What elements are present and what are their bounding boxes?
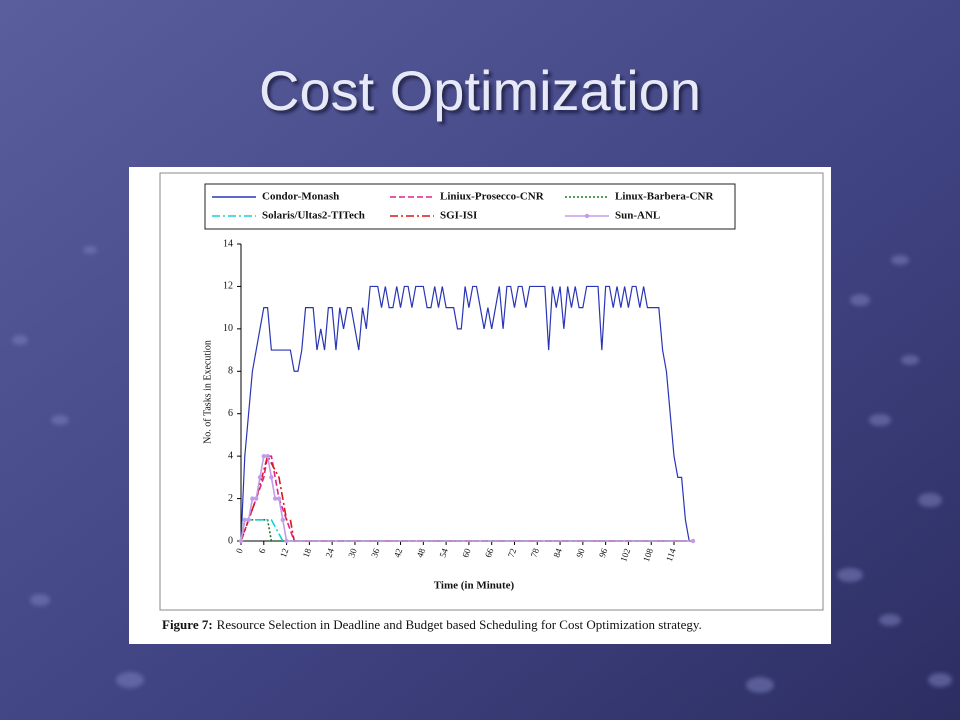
slide-title: Cost Optimization	[259, 59, 701, 122]
x-tick-label: 42	[392, 547, 404, 559]
decor-dots	[12, 246, 952, 693]
series-marker	[276, 496, 282, 501]
x-tick-label: 90	[574, 546, 587, 558]
legend-label: Solaris/Ultas2-TITech	[262, 210, 365, 222]
y-tick-label: 10	[223, 323, 233, 334]
x-axis-label: Time (in Minute)	[434, 580, 515, 592]
series-marker	[261, 453, 266, 459]
legend-label: Linux-Barbera-CNR	[615, 191, 714, 203]
legend-label: SGI-ISI	[440, 210, 477, 222]
series-line	[240, 453, 693, 542]
legend-marker	[584, 213, 590, 219]
y-tick-label: 14	[223, 238, 233, 249]
x-tick-label: 6	[257, 546, 268, 554]
series-marker	[284, 538, 289, 544]
x-tick-label: 96	[597, 546, 610, 558]
series-marker	[272, 496, 278, 501]
x-tick-label: 108	[641, 546, 655, 563]
series-marker	[265, 453, 270, 459]
series-marker	[242, 517, 247, 522]
series-marker	[253, 496, 259, 501]
x-tick-label: 18	[301, 546, 314, 558]
caption-text: Resource Selection in Deadline and Budge…	[217, 617, 702, 632]
series-marker	[238, 538, 244, 544]
y-tick-label: 8	[228, 366, 233, 377]
x-tick-label: 102	[618, 547, 632, 563]
figure-frame	[159, 172, 824, 611]
x-tick-label: 54	[437, 546, 450, 558]
x-tick-label: 72	[506, 547, 518, 559]
y-tick-label: 12	[223, 281, 233, 292]
x-tick-label: 36	[369, 546, 382, 558]
x-tick-label: 78	[529, 546, 542, 558]
x-tick-label: 30	[346, 546, 359, 558]
y-tick-label: 0	[228, 535, 233, 546]
x-tick-label: 12	[278, 547, 290, 559]
y-tick-label: 6	[228, 408, 233, 419]
legend-box	[204, 183, 736, 230]
series-marker	[246, 517, 251, 522]
series-marker	[280, 517, 285, 522]
series-marker	[250, 496, 255, 501]
x-tick-label: 48	[415, 546, 428, 558]
legend-label: Condor-Monash	[262, 191, 339, 203]
series-marker	[257, 475, 263, 480]
series-marker	[690, 538, 696, 544]
series-line	[240, 285, 690, 542]
legend-label: Liniux-Prosecco-CNR	[440, 191, 545, 203]
caption: Figure 7: Resource Selection in Deadline …	[162, 617, 702, 632]
figure-panel	[129, 167, 831, 644]
legend-label: Sun-ANL	[615, 210, 660, 222]
x-tick-label: 114	[664, 547, 678, 563]
x-tick-label: 66	[483, 546, 496, 558]
caption-label: Figure 7:	[162, 617, 213, 632]
series-marker	[269, 475, 274, 480]
y-axis-label: No. of Tasks in Execution	[202, 340, 213, 444]
x-tick-label: 0	[234, 546, 245, 554]
y-tick-label: 4	[228, 450, 233, 461]
x-tick-label: 24	[324, 546, 337, 558]
x-tick-label: 84	[551, 546, 564, 558]
y-tick-label: 2	[228, 493, 233, 504]
x-tick-label: 60	[460, 546, 473, 558]
